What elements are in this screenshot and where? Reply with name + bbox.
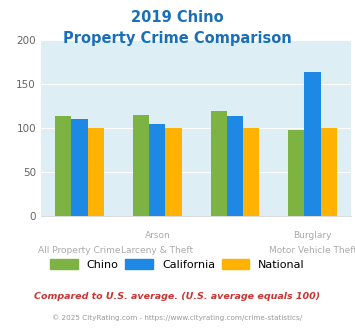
Legend: Chino, California, National: Chino, California, National: [45, 255, 310, 274]
Text: All Property Crime: All Property Crime: [38, 246, 121, 255]
Text: Larceny & Theft: Larceny & Theft: [121, 246, 193, 255]
Bar: [71, 119, 88, 216]
Text: Motor Vehicle Theft: Motor Vehicle Theft: [269, 246, 355, 255]
Bar: [243, 128, 260, 216]
Bar: [149, 124, 165, 216]
Text: © 2025 CityRating.com - https://www.cityrating.com/crime-statistics/: © 2025 CityRating.com - https://www.city…: [53, 314, 302, 321]
Bar: [211, 111, 227, 216]
Text: Compared to U.S. average. (U.S. average equals 100): Compared to U.S. average. (U.S. average …: [34, 292, 321, 301]
Text: Arson: Arson: [144, 231, 170, 240]
Bar: [288, 130, 305, 216]
Bar: [55, 116, 71, 216]
Bar: [321, 128, 337, 216]
Bar: [133, 115, 149, 216]
Text: Burglary: Burglary: [293, 231, 332, 240]
Bar: [165, 128, 182, 216]
Text: Property Crime Comparison: Property Crime Comparison: [63, 31, 292, 46]
Bar: [305, 72, 321, 216]
Bar: [88, 128, 104, 216]
Bar: [227, 115, 243, 216]
Text: 2019 Chino: 2019 Chino: [131, 10, 224, 25]
